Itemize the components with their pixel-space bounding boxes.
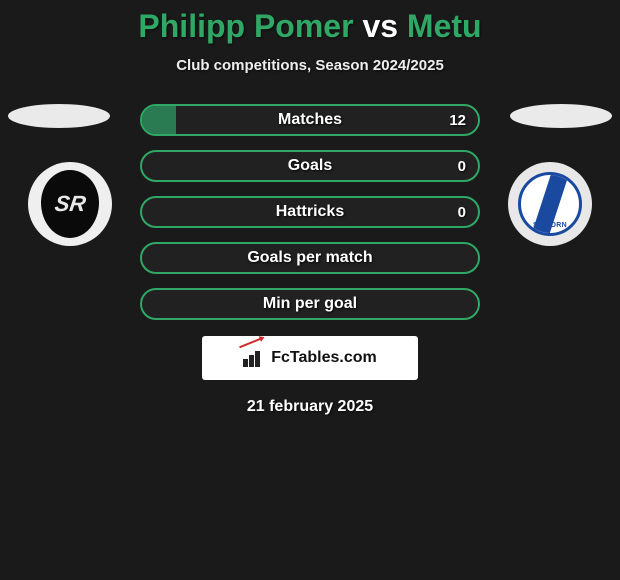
stat-bar-hattricks: Hattricks 0 — [140, 196, 480, 228]
brand-chart-icon — [243, 349, 265, 367]
stat-bar-value: 12 — [449, 106, 466, 134]
brand-box[interactable]: FcTables.com — [202, 336, 418, 380]
club-badge-right: SV HORN — [508, 162, 592, 246]
club-badge-right-inner: SV HORN — [518, 172, 582, 236]
stat-bar-label: Goals — [142, 152, 478, 180]
player1-name: Philipp Pomer — [138, 8, 353, 44]
club-badge-left: SR — [28, 162, 112, 246]
stat-bar-min-per-goal: Min per goal — [140, 288, 480, 320]
club-badge-left-inner: SR — [41, 170, 99, 238]
stat-bar-label: Matches — [142, 106, 478, 134]
comparison-container: SR SV HORN Matches 12 Goals 0 Hattricks … — [0, 104, 620, 416]
player2-name: Metu — [407, 8, 482, 44]
stat-bar-label: Min per goal — [142, 290, 478, 318]
player1-oval — [8, 104, 110, 128]
stat-bars: Matches 12 Goals 0 Hattricks 0 Goals per… — [140, 104, 480, 320]
club-badge-left-text: SR — [53, 191, 87, 217]
date-text: 21 february 2025 — [0, 398, 620, 416]
page-title: Philipp Pomer vs Metu — [0, 0, 620, 45]
brand-text: FcTables.com — [271, 349, 377, 367]
subtitle: Club competitions, Season 2024/2025 — [0, 57, 620, 74]
stat-bar-goals-per-match: Goals per match — [140, 242, 480, 274]
stat-bar-value: 0 — [458, 152, 466, 180]
club-badge-right-text: SV HORN — [521, 222, 579, 229]
stat-bar-matches: Matches 12 — [140, 104, 480, 136]
stat-bar-label: Hattricks — [142, 198, 478, 226]
stat-bar-value: 0 — [458, 198, 466, 226]
vs-text: vs — [362, 8, 398, 44]
player2-oval — [510, 104, 612, 128]
stat-bar-goals: Goals 0 — [140, 150, 480, 182]
stat-bar-label: Goals per match — [142, 244, 478, 272]
